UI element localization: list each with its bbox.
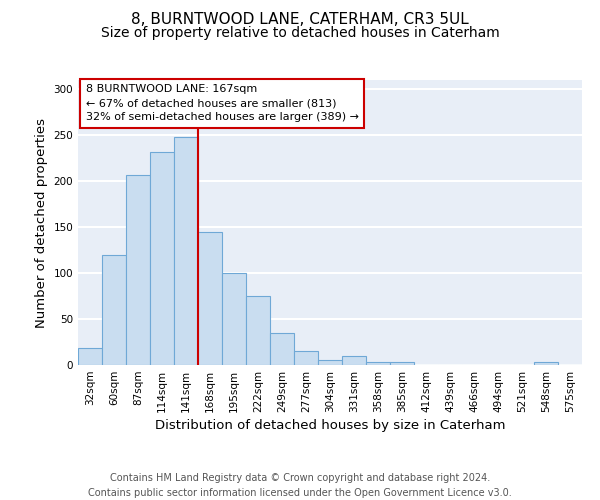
Text: 8, BURNTWOOD LANE, CATERHAM, CR3 5UL: 8, BURNTWOOD LANE, CATERHAM, CR3 5UL xyxy=(131,12,469,28)
Bar xyxy=(126,174,150,365)
X-axis label: Distribution of detached houses by size in Caterham: Distribution of detached houses by size … xyxy=(155,419,505,432)
Bar xyxy=(342,356,366,365)
Bar xyxy=(318,360,342,365)
Bar xyxy=(174,137,198,365)
Text: Contains HM Land Registry data © Crown copyright and database right 2024.
Contai: Contains HM Land Registry data © Crown c… xyxy=(88,472,512,498)
Bar xyxy=(150,152,174,365)
Bar xyxy=(78,348,102,365)
Text: 8 BURNTWOOD LANE: 167sqm
← 67% of detached houses are smaller (813)
32% of semi-: 8 BURNTWOOD LANE: 167sqm ← 67% of detach… xyxy=(86,84,359,122)
Bar xyxy=(534,362,558,365)
Bar xyxy=(390,362,414,365)
Bar xyxy=(270,333,294,365)
Bar xyxy=(366,362,390,365)
Bar xyxy=(294,351,318,365)
Bar xyxy=(246,296,270,365)
Bar xyxy=(222,273,246,365)
Text: Size of property relative to detached houses in Caterham: Size of property relative to detached ho… xyxy=(101,26,499,40)
Bar xyxy=(198,232,222,365)
Bar xyxy=(102,254,126,365)
Y-axis label: Number of detached properties: Number of detached properties xyxy=(35,118,48,328)
